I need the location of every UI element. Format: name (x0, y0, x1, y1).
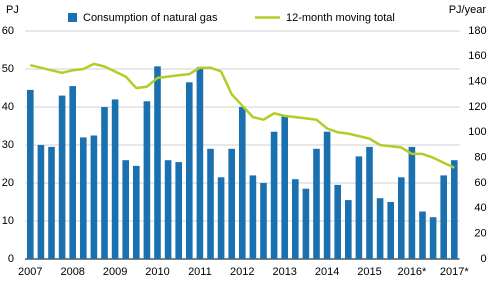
bar (27, 89, 34, 260)
bar (419, 211, 426, 259)
bar (239, 107, 246, 259)
y-tick-label: 60 (2, 25, 14, 37)
bar (355, 156, 363, 259)
y2-tick-label: 20 (474, 228, 486, 240)
bar (143, 101, 151, 259)
x-tick-label: 2012 (230, 266, 254, 278)
bar (228, 148, 235, 259)
y2-tick-label: 40 (474, 202, 486, 214)
bar (334, 184, 341, 259)
bar (58, 95, 66, 259)
y2-tick-label: 140 (468, 76, 486, 88)
y2-tick-label: 0 (480, 253, 486, 265)
bar (429, 217, 437, 259)
y-tick-label: 0 (8, 253, 14, 265)
bar (313, 148, 320, 259)
bar (366, 146, 373, 259)
bar (48, 146, 55, 259)
y2-tick-label: 160 (468, 50, 486, 62)
x-tick-label: 2007 (18, 266, 42, 278)
bar (249, 175, 257, 259)
bar (37, 145, 45, 259)
bar (281, 116, 288, 259)
y-tick-label: 20 (2, 177, 14, 189)
bar (154, 66, 161, 259)
bar (101, 107, 108, 259)
bar (111, 99, 119, 260)
bar (196, 67, 204, 259)
bar (90, 135, 98, 259)
bar (217, 177, 225, 259)
bar (408, 146, 416, 259)
y2-axis-unit: PJ/year (449, 4, 487, 16)
bar (440, 175, 447, 259)
y-tick-label: 40 (2, 101, 14, 113)
x-tick-label: 2014 (315, 266, 339, 278)
bar (292, 179, 299, 259)
x-tick-label: 2013 (272, 266, 296, 278)
bar (387, 202, 394, 259)
x-tick-label: 2016* (398, 266, 427, 278)
bar (323, 131, 331, 259)
x-tick-label: 2009 (103, 266, 127, 278)
x-tick-label: 2017* (440, 266, 469, 278)
bar (270, 131, 278, 259)
y2-tick-label: 60 (474, 177, 486, 189)
y-tick-label: 30 (2, 139, 14, 151)
bar (345, 200, 352, 259)
line (30, 62, 455, 169)
y2-tick-label: 100 (468, 126, 486, 138)
bar (175, 162, 182, 259)
y2-tick-label: 180 (468, 25, 486, 37)
bar (133, 165, 140, 259)
x-tick-label: 2010 (145, 266, 169, 278)
y2-tick-label: 120 (468, 101, 486, 113)
bar (80, 137, 87, 259)
bar (122, 160, 129, 259)
bar (164, 160, 172, 259)
bar (302, 188, 310, 259)
legend-label: 12-month moving total (286, 12, 395, 24)
y-tick-label: 50 (2, 63, 14, 75)
x-tick-label: 2011 (188, 266, 212, 278)
y2-tick-label: 80 (474, 152, 486, 164)
bar (69, 86, 76, 259)
bar (260, 183, 267, 259)
x-tick-label: 2015 (357, 266, 381, 278)
legend-label: Consumption of natural gas (83, 12, 218, 24)
bar (207, 148, 214, 259)
x-tick-label: 2008 (60, 266, 84, 278)
bar (451, 160, 458, 259)
y-axis-unit: PJ (6, 4, 19, 16)
y-tick-label: 10 (2, 215, 14, 227)
bar (398, 177, 405, 259)
legend-swatch (68, 13, 77, 22)
bar (186, 82, 193, 259)
bar (376, 198, 384, 259)
